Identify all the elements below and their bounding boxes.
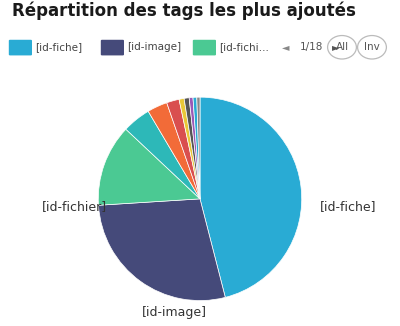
Text: [id-image]: [id-image]	[127, 42, 181, 52]
Wedge shape	[200, 97, 302, 297]
Text: 1/18: 1/18	[300, 42, 323, 52]
Text: ►: ►	[332, 42, 340, 52]
Wedge shape	[98, 129, 200, 205]
Wedge shape	[126, 111, 200, 199]
Text: Répartition des tags les plus ajoutés: Répartition des tags les plus ajoutés	[12, 2, 356, 20]
Text: All: All	[336, 42, 348, 52]
Text: Inv: Inv	[364, 42, 380, 52]
Text: [id-fiche]: [id-fiche]	[320, 200, 376, 214]
Wedge shape	[197, 97, 200, 199]
Wedge shape	[193, 97, 200, 199]
Wedge shape	[189, 97, 200, 199]
Wedge shape	[98, 199, 225, 301]
Text: [id-image]: [id-image]	[142, 306, 207, 319]
Wedge shape	[148, 103, 200, 199]
Wedge shape	[167, 99, 200, 199]
Text: ◄: ◄	[282, 42, 290, 52]
Text: [id-fiche]: [id-fiche]	[35, 42, 82, 52]
Wedge shape	[184, 98, 200, 199]
Wedge shape	[179, 98, 200, 199]
Text: [id-fichi…: [id-fichi…	[219, 42, 269, 52]
Text: [id-fichier]: [id-fichier]	[42, 200, 108, 214]
